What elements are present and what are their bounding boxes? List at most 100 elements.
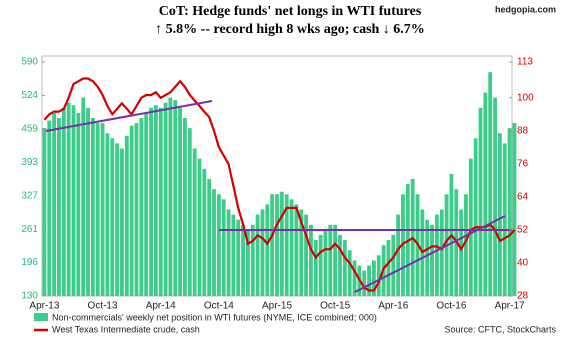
- bar: [134, 123, 139, 296]
- bar: [347, 250, 352, 296]
- bar: [284, 194, 289, 296]
- bar: [507, 128, 512, 296]
- y2-tick-label: 28: [517, 291, 529, 302]
- bar: [246, 229, 250, 296]
- bar: [212, 189, 216, 296]
- y2-tick-label: 113: [517, 57, 533, 68]
- x-tick-label: Apr-14: [146, 301, 176, 312]
- bar: [299, 209, 304, 296]
- bar: [386, 240, 391, 296]
- bar: [434, 214, 439, 296]
- trend-lines: [45, 100, 512, 293]
- y2-tick-label: 88: [517, 125, 529, 136]
- bar: [221, 199, 226, 296]
- bar: [90, 117, 95, 297]
- bar: [338, 234, 342, 296]
- bar: [362, 270, 367, 296]
- bar: [425, 219, 430, 296]
- y2-tick-label: 52: [517, 225, 529, 236]
- y2-tick-label: 40: [517, 258, 529, 269]
- bar: [178, 107, 183, 296]
- bar: [270, 194, 275, 296]
- y-tick-label: 524: [21, 90, 38, 101]
- bar: [313, 240, 318, 296]
- y-tick-label: 261: [21, 224, 38, 235]
- bar: [497, 133, 502, 296]
- y-tick-label: 196: [21, 257, 38, 268]
- bar: [120, 148, 124, 296]
- bar: [71, 105, 76, 296]
- source: Source: CFTC, StockCharts: [444, 324, 556, 334]
- watermark: hedgopia.com: [495, 4, 556, 14]
- bar: [473, 138, 478, 296]
- bar: [192, 148, 197, 296]
- bar: [226, 209, 231, 296]
- bar: [289, 199, 294, 296]
- bar: [86, 107, 90, 296]
- bar: [439, 209, 444, 296]
- y-tick-label: 459: [21, 123, 38, 134]
- bar: [371, 260, 376, 296]
- bar: [483, 92, 488, 297]
- bar: [187, 128, 192, 296]
- x-tick-label: Oct-16: [436, 301, 466, 312]
- x-tick-label: Oct-15: [320, 301, 350, 312]
- x-tick-label: Oct-13: [88, 301, 118, 312]
- bar: [265, 204, 270, 296]
- y2-tick-label: 64: [517, 192, 529, 203]
- bar: [236, 219, 241, 296]
- bar: [342, 240, 347, 296]
- bar: [279, 191, 284, 296]
- legend-label: West Texas Intermediate crude, cash: [52, 324, 200, 334]
- y-tick-label: 327: [21, 190, 38, 201]
- bar: [241, 224, 246, 296]
- bar: [367, 265, 371, 296]
- bar: [149, 107, 153, 296]
- bar: [110, 138, 115, 296]
- y-tick-label: 130: [21, 291, 38, 302]
- bar: [61, 107, 66, 296]
- bar: [57, 117, 61, 297]
- legend-label: Non-commercials' weekly net position in …: [52, 312, 377, 322]
- bar: [396, 214, 401, 296]
- price-line: [43, 77, 516, 292]
- trend-line: [45, 100, 213, 132]
- bar: [129, 125, 134, 296]
- bar: [231, 214, 236, 296]
- bar: [95, 123, 100, 296]
- bar: [139, 117, 144, 297]
- bar: [168, 97, 173, 296]
- bar: [105, 133, 110, 296]
- bar: [328, 224, 333, 296]
- bar: [100, 123, 105, 296]
- bar: [260, 209, 265, 296]
- bar: [459, 209, 464, 296]
- bar: [115, 143, 120, 296]
- x-tick-label: Apr-16: [378, 301, 408, 312]
- x-tick-label: Apr-13: [29, 301, 59, 312]
- y-tick-label: 590: [21, 57, 38, 68]
- bar: [493, 97, 497, 296]
- bar: [153, 105, 158, 296]
- bar: [47, 120, 52, 296]
- bar: [352, 260, 357, 296]
- bar: [250, 224, 255, 296]
- bar: [66, 102, 71, 297]
- bar: [478, 107, 483, 296]
- bar: [464, 194, 468, 296]
- trend-line: [354, 215, 506, 293]
- bar: [216, 194, 221, 296]
- bar: [294, 204, 299, 296]
- bar: [488, 72, 493, 296]
- y2-tick-label: 100: [517, 92, 534, 103]
- bar: [76, 112, 81, 296]
- legend-swatch: [34, 313, 48, 321]
- bar: [391, 234, 396, 296]
- plot-area: [42, 72, 517, 297]
- bar: [275, 194, 279, 296]
- y2-tick-label: 76: [517, 158, 529, 169]
- bar: [512, 123, 517, 296]
- bar: [144, 112, 149, 296]
- bar: [502, 143, 507, 296]
